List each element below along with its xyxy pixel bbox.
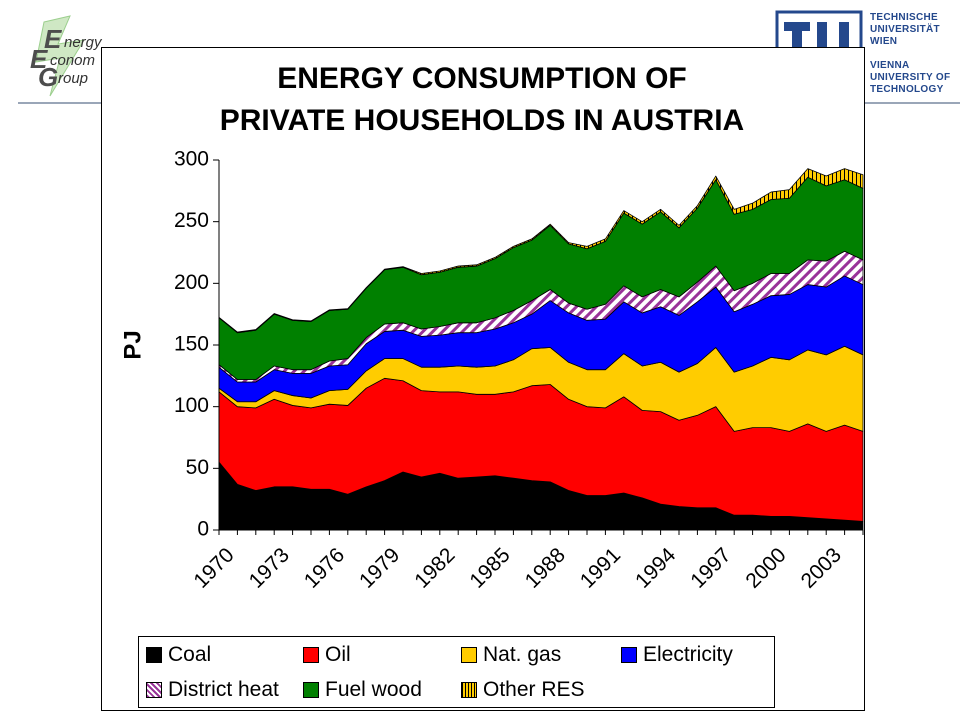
- x-tick-label: 1988: [521, 543, 570, 592]
- legend-swatch: [146, 647, 162, 663]
- x-tick-label: 1976: [300, 543, 349, 592]
- x-tick-label: 1982: [410, 543, 459, 592]
- legend-label: District heat: [168, 678, 279, 701]
- legend-label: Other RES: [483, 678, 585, 701]
- eeg-logo-letter-e1: E: [44, 24, 62, 54]
- x-tick-label: 1973: [245, 543, 294, 592]
- eeg-logo-line-energy: nergy: [64, 34, 102, 51]
- legend-item-district-heat: District heat: [146, 678, 279, 702]
- eeg-logo-line-group: roup: [58, 70, 89, 87]
- tu-line-6: TECHNOLOGY: [870, 84, 944, 95]
- y-axis-label: PJ: [119, 330, 146, 359]
- legend-item-electricity: Electricity: [621, 643, 733, 667]
- legend-swatch: [461, 647, 477, 663]
- x-tick-label: 1997: [686, 543, 735, 592]
- legend-label: Fuel wood: [325, 678, 422, 701]
- chart-title-line-1: ENERGY CONSUMPTION OF: [277, 62, 687, 95]
- eeg-logo-letter-g: G: [38, 62, 59, 92]
- tu-line-3: WIEN: [870, 36, 898, 47]
- x-tick-label: 1991: [576, 543, 625, 592]
- tu-line-4: VIENNA: [870, 60, 910, 71]
- x-tick-label: 1985: [465, 543, 514, 592]
- legend-item-nat-gas: Nat. gas: [461, 643, 561, 667]
- header-divider-left: [18, 102, 102, 104]
- chart-title-line-2: PRIVATE HOUSEHOLDS IN AUSTRIA: [219, 104, 745, 137]
- legend-swatch: [303, 647, 319, 663]
- y-tick-label: 50: [186, 456, 209, 479]
- tu-line-1: TECHNISCHE: [870, 12, 939, 23]
- legend-swatch: [303, 682, 319, 698]
- tu-line-5: UNIVERSITY OF: [870, 72, 951, 83]
- x-tick-label: 2003: [797, 543, 846, 592]
- chart-legend: Coal Oil Nat. gas Electricity District heat F…: [138, 636, 775, 708]
- x-tick-label: 2000: [741, 543, 790, 592]
- energy-economics-group-logo: [35, 15, 85, 97]
- legend-swatch: [461, 682, 477, 698]
- legend-swatch: [146, 682, 162, 698]
- y-tick-label: 150: [174, 333, 209, 356]
- y-tick-label: 100: [174, 394, 209, 417]
- chart-title: ENERGY CONSUMPTION OF PRIVATE HOUSEHOLDS…: [101, 58, 863, 142]
- legend-item-other-res: Other RES: [461, 678, 585, 702]
- y-tick-label: 0: [197, 518, 209, 541]
- legend-label: Coal: [168, 643, 212, 666]
- legend-label: Electricity: [643, 643, 733, 666]
- area-layers: [218, 168, 864, 531]
- legend-swatch: [621, 647, 637, 663]
- eeg-logo-line-economics: conom: [50, 52, 96, 69]
- y-tick-label: 300: [174, 148, 209, 171]
- eeg-logo-letter-e2: E: [30, 44, 48, 74]
- legend-item-coal: Coal: [146, 643, 211, 667]
- area-other-res: [218, 168, 864, 334]
- x-tick-label: 1994: [631, 543, 681, 593]
- legend-label: Nat. gas: [483, 643, 562, 666]
- x-tick-label: 1970: [189, 543, 238, 592]
- header-divider-right: [862, 102, 960, 104]
- y-tick-label: 250: [174, 209, 209, 232]
- y-tick-label: 200: [174, 271, 209, 294]
- tu-line-2: UNIVERSITÄT: [870, 24, 940, 35]
- legend-item-fuel-wood: Fuel wood: [303, 678, 422, 702]
- x-tick-label: 1979: [355, 543, 404, 592]
- legend-item-oil: Oil: [303, 643, 351, 667]
- legend-label: Oil: [325, 643, 351, 666]
